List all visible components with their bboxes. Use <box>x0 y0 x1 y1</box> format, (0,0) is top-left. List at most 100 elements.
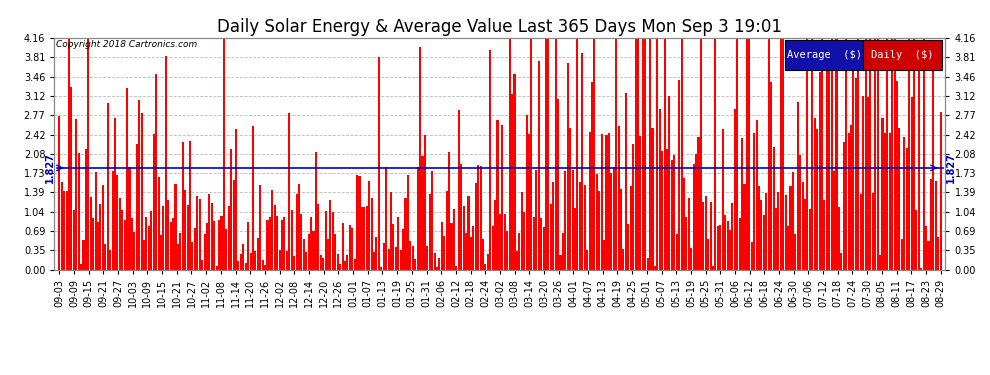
Bar <box>651 128 653 270</box>
Bar <box>606 135 608 270</box>
Bar <box>826 57 828 270</box>
Bar <box>216 267 218 270</box>
Bar <box>814 118 816 270</box>
Bar <box>330 200 332 270</box>
Bar <box>688 198 690 270</box>
Bar <box>422 156 424 270</box>
Bar <box>739 218 741 270</box>
Bar <box>467 196 469 270</box>
Bar <box>489 50 491 270</box>
Bar <box>596 174 598 270</box>
Bar <box>58 116 60 270</box>
Bar <box>455 266 457 270</box>
Bar <box>427 246 429 270</box>
Bar <box>514 74 516 270</box>
Bar <box>528 134 530 270</box>
Bar <box>75 118 77 270</box>
Bar <box>414 259 416 270</box>
Bar <box>375 237 377 270</box>
Bar <box>475 183 477 270</box>
Bar <box>174 184 176 270</box>
Bar <box>637 38 639 270</box>
Bar <box>303 239 305 270</box>
Bar <box>511 94 513 270</box>
Bar <box>238 261 240 270</box>
Bar <box>356 175 358 270</box>
Bar <box>322 258 325 270</box>
Bar <box>628 224 630 270</box>
Bar <box>99 204 102 270</box>
Bar <box>315 152 317 270</box>
Bar <box>87 38 89 270</box>
Bar <box>802 182 804 270</box>
Bar <box>593 38 595 270</box>
Bar <box>266 220 268 270</box>
Bar <box>588 132 591 270</box>
Bar <box>758 186 760 270</box>
Bar <box>150 211 152 270</box>
Bar <box>148 226 149 270</box>
Bar <box>320 255 322 270</box>
Bar <box>169 222 171 270</box>
Bar <box>737 38 739 270</box>
Bar <box>533 217 535 270</box>
Bar <box>715 38 717 270</box>
Bar <box>245 264 247 270</box>
Bar <box>872 193 874 270</box>
Bar <box>538 61 540 270</box>
Bar <box>571 170 573 270</box>
Bar <box>152 134 154 270</box>
Bar <box>439 258 441 270</box>
Bar <box>886 38 888 270</box>
Bar <box>921 267 923 270</box>
Bar <box>894 38 896 270</box>
Bar <box>767 38 770 270</box>
Bar <box>164 56 167 270</box>
Bar <box>608 133 610 270</box>
Bar <box>794 234 796 270</box>
Bar <box>549 204 551 270</box>
Bar <box>918 52 920 270</box>
Bar <box>182 142 184 270</box>
Bar <box>591 82 593 270</box>
Bar <box>536 170 538 270</box>
Bar <box>625 93 627 270</box>
Bar <box>424 135 426 270</box>
Bar <box>501 125 503 270</box>
Bar <box>434 253 436 270</box>
Bar <box>487 254 489 270</box>
Bar <box>785 195 787 270</box>
Bar <box>906 148 908 270</box>
Bar <box>104 244 106 270</box>
Bar <box>395 247 397 270</box>
Bar <box>124 220 126 270</box>
Bar <box>640 136 642 270</box>
Bar <box>60 182 62 270</box>
Bar <box>109 250 111 270</box>
Bar <box>710 202 712 270</box>
Bar <box>497 120 499 270</box>
Bar <box>938 237 940 270</box>
Bar <box>288 113 290 270</box>
Bar <box>385 167 387 270</box>
Bar <box>668 96 670 270</box>
Bar <box>712 266 714 270</box>
Bar <box>208 194 211 270</box>
Bar <box>378 57 380 270</box>
Bar <box>191 242 193 270</box>
Bar <box>63 191 65 270</box>
Bar <box>722 129 724 270</box>
Bar <box>601 134 603 270</box>
Bar <box>695 154 697 270</box>
Bar <box>516 251 518 270</box>
Bar <box>291 210 293 270</box>
Bar <box>276 216 278 270</box>
Bar <box>90 197 92 270</box>
Bar <box>940 112 941 270</box>
Bar <box>129 167 131 270</box>
Bar <box>581 53 583 270</box>
Bar <box>898 128 901 270</box>
Bar <box>842 142 844 270</box>
Bar <box>782 38 784 270</box>
Bar <box>340 264 342 270</box>
